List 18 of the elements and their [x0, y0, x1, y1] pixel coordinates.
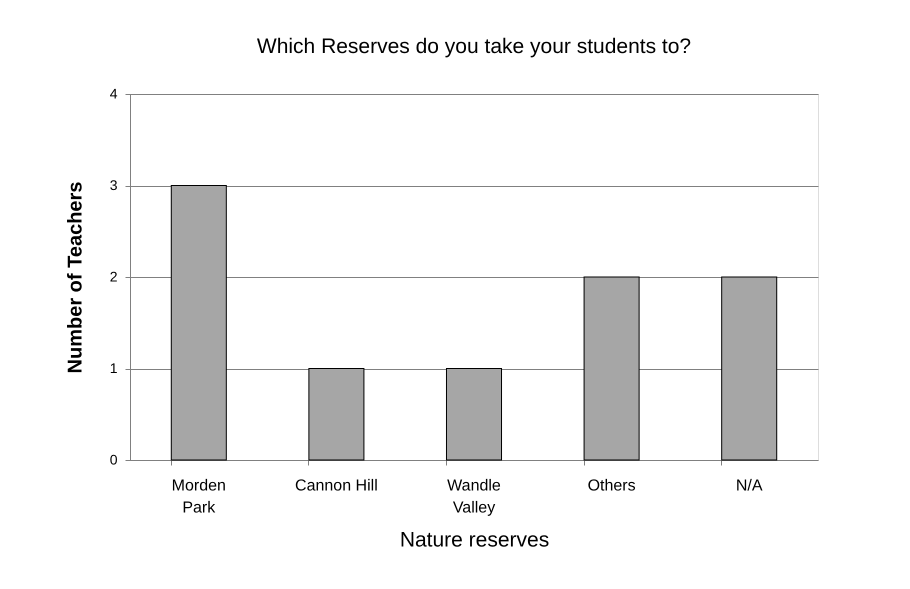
x-tick-label: N/A — [736, 478, 763, 494]
x-tick-label: Cannon Hill — [295, 478, 378, 494]
x-tick-label: Morden Park — [172, 478, 226, 516]
y-axis-title: Number of Teachers — [64, 182, 87, 374]
chart-title: Which Reserves do you take your students to? — [256, 35, 692, 58]
bar — [170, 185, 227, 460]
x-tick-label: Others — [588, 478, 636, 494]
x-tick-label: Wandle Valley — [447, 478, 501, 516]
y-tick-label: 4 — [110, 86, 118, 102]
bar — [308, 368, 364, 460]
y-tick-label: 1 — [110, 360, 118, 376]
y-tick-label: 3 — [110, 177, 118, 193]
bar — [446, 368, 502, 460]
x-axis-title: Nature reserves — [400, 528, 550, 552]
y-tick-label: 2 — [110, 268, 118, 284]
bar — [721, 276, 778, 460]
bar — [584, 276, 640, 460]
y-tick-label: 0 — [110, 452, 118, 468]
